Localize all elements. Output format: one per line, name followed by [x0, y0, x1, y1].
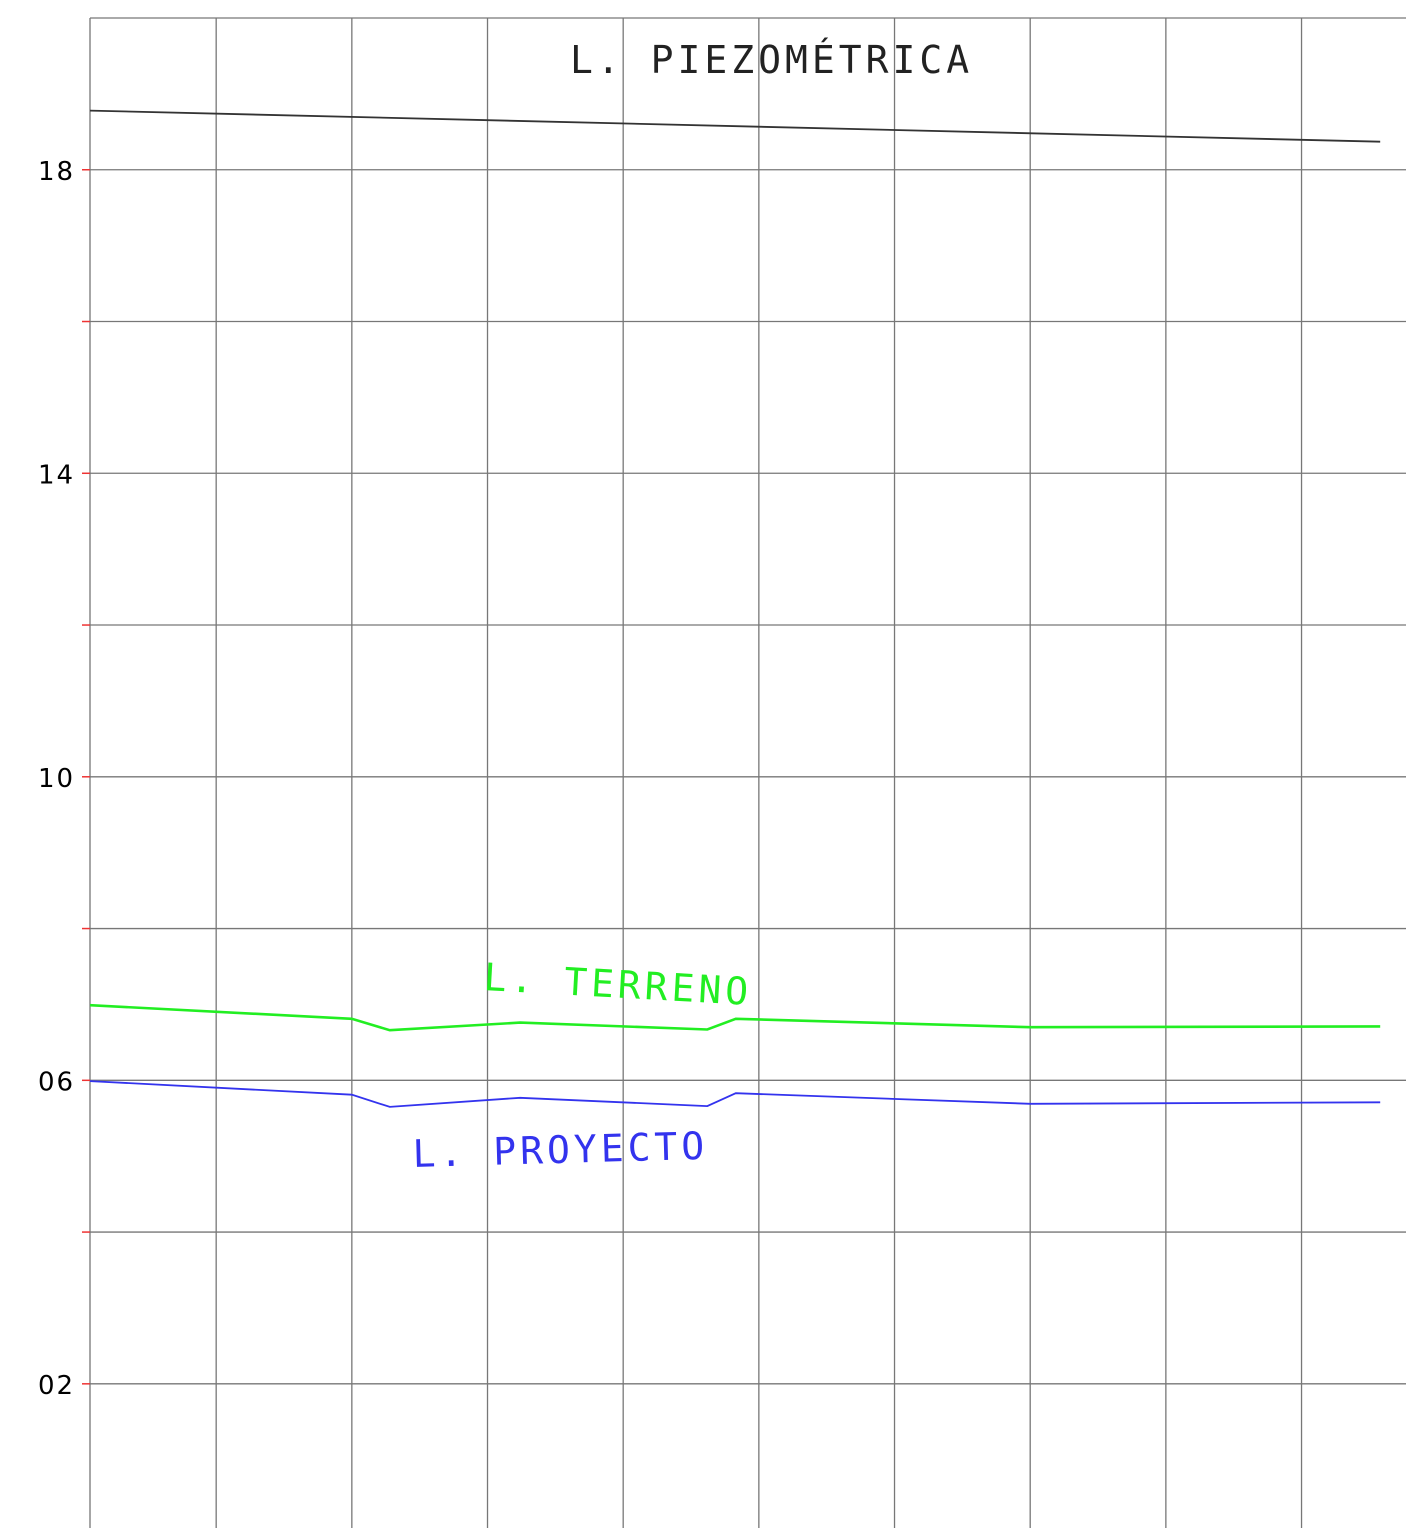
minor-tick-marks: [82, 169, 90, 1385]
y-tick-label: 18: [38, 157, 75, 187]
proyecto-label: L. PROYECTO: [412, 1124, 709, 1176]
y-tick-label: 06: [38, 1067, 75, 1097]
proyecto-line: [89, 1080, 1381, 1108]
y-tick-label: 10: [38, 764, 75, 794]
piezometrica-line: [89, 109, 1381, 143]
piezometrica-label: L. PIEZOMÉTRICA: [570, 38, 973, 82]
terreno-line: [89, 1003, 1381, 1032]
y-tick-label: 14: [38, 460, 75, 490]
vertical-gridlines: [89, 18, 1303, 1528]
y-tick-label: 02: [38, 1371, 75, 1401]
terreno-label: L. TERRENO: [482, 955, 753, 1014]
horizontal-gridlines: [90, 17, 1406, 1385]
series-lines: [89, 109, 1381, 1108]
y-axis-tick-labels: 18 14 10 06 02: [38, 157, 75, 1401]
